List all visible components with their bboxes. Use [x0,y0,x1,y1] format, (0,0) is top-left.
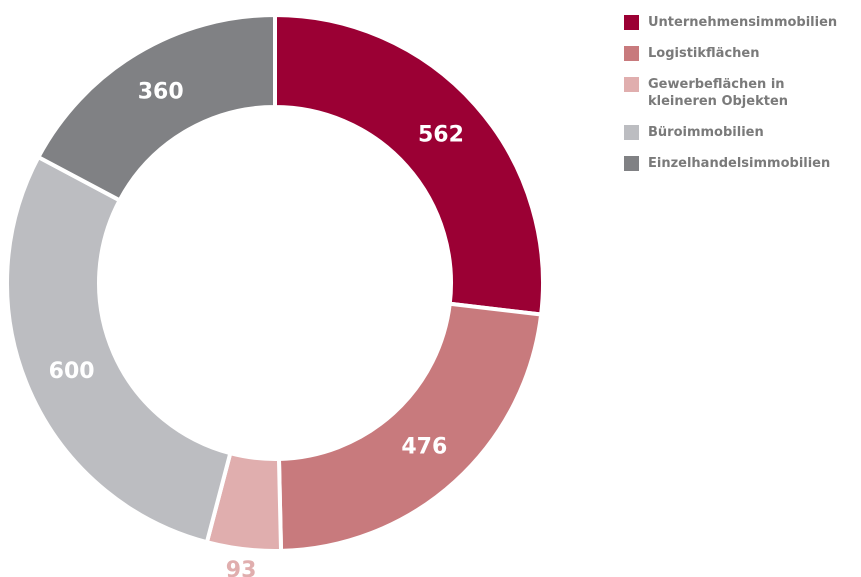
legend-item: Gewerbeflächen in kleineren Objekten [624,76,854,110]
slice [276,301,544,553]
legend-item: Unternehmensimmobilien [624,14,854,31]
legend-swatch [624,125,639,140]
legend-label: Gewerbeflächen in kleineren Objekten [648,77,789,109]
data-label: 93 [226,558,257,577]
legend-label: Einzelhandelsimmobilien [648,156,831,171]
slice [273,12,545,317]
legend-swatch [624,46,639,61]
legend-item: Logistikflächen [624,45,854,62]
slice [35,12,277,204]
legend-item: Einzelhandelsimmobilien [624,155,854,172]
legend-item: Büroimmobilien [624,124,854,141]
legend-swatch [624,77,639,92]
data-label: 562 [418,123,464,148]
legend-label: Unternehmensimmobilien [648,15,838,30]
legend: Unternehmensimmobilien Logistikflächen Gew… [624,14,854,186]
legend-swatch [624,15,639,30]
slice [5,154,233,545]
legend-label: Büroimmobilien [648,125,764,140]
legend-swatch [624,156,639,171]
data-label: 360 [138,80,184,105]
data-label: 476 [401,434,447,459]
legend-label: Logistikflächen [648,46,760,61]
data-label: 600 [49,359,95,384]
